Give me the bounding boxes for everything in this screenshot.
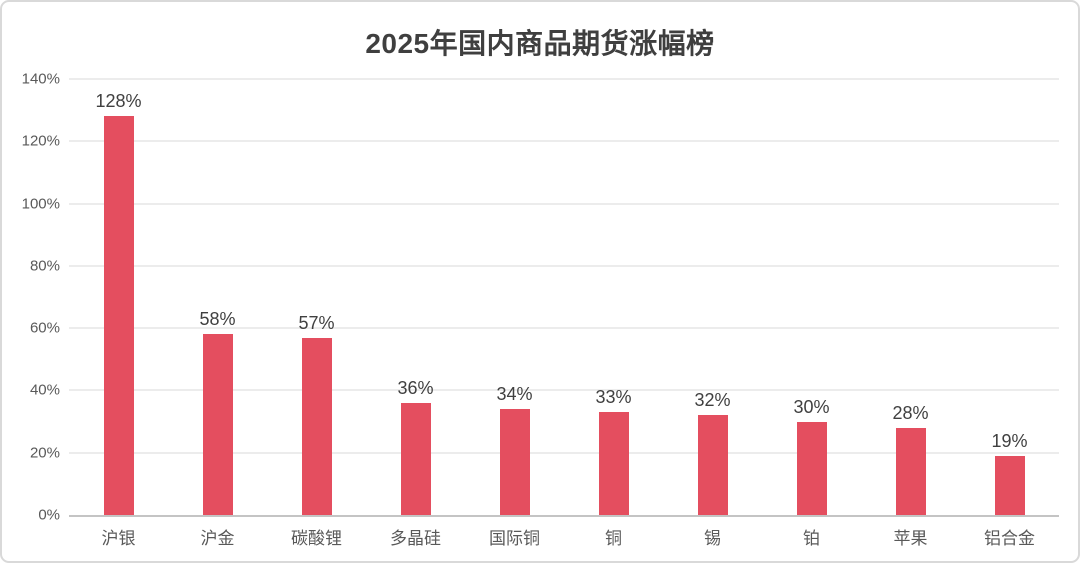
bar-value-label: 28% xyxy=(892,402,929,423)
bar xyxy=(103,116,134,515)
bar-column: 36% xyxy=(366,79,465,515)
y-axis-tick-label: 100% xyxy=(21,195,60,213)
bar-column: 128% xyxy=(69,79,168,515)
bar-value-label: 19% xyxy=(991,430,1028,451)
gridline xyxy=(69,202,1059,205)
x-axis-category-label: 锡 xyxy=(704,529,721,548)
x-axis-category-label: 多晶硅 xyxy=(390,529,441,548)
x-axis-category-label: 铝合金 xyxy=(984,529,1035,548)
x-axis-category-label: 沪金 xyxy=(200,529,235,548)
bar-column: 32% xyxy=(663,79,762,515)
gridline xyxy=(69,327,1059,330)
x-axis-category-label: 碳酸锂 xyxy=(291,529,342,548)
gridline xyxy=(69,140,1059,143)
bar xyxy=(697,415,728,515)
x-axis-category-label: 苹果 xyxy=(893,529,928,548)
bar-series: 128% 58% 57% 36% 34% 33% 32% 30% 28% 19% xyxy=(69,79,1059,515)
y-axis-tick-label: 140% xyxy=(21,70,60,88)
bar xyxy=(499,409,530,515)
x-axis: 沪银 沪金 碳酸锂 多晶硅 国际铜 铜 锡 铂 苹果 铝合金 xyxy=(69,524,1059,549)
x-axis-category-label: 铜 xyxy=(605,529,622,548)
plot-area: 128% 58% 57% 36% 34% 33% 32% 30% 28% 19% xyxy=(69,78,1059,517)
bar xyxy=(301,337,332,515)
bar-column: 30% xyxy=(762,79,861,515)
bar-column: 34% xyxy=(465,79,564,515)
y-axis-tick-label: 0% xyxy=(38,506,60,524)
bar-value-label: 58% xyxy=(199,309,236,330)
y-axis-tick-label: 60% xyxy=(29,319,60,337)
bar-column: 19% xyxy=(960,79,1059,515)
bar xyxy=(994,455,1025,515)
y-axis-tick-label: 20% xyxy=(29,444,60,462)
bar xyxy=(895,427,926,515)
bar-value-label: 30% xyxy=(793,396,830,417)
bar-column: 28% xyxy=(861,79,960,515)
bar-value-label: 128% xyxy=(95,91,142,112)
bar-column: 33% xyxy=(564,79,663,515)
bar-value-label: 34% xyxy=(496,384,533,405)
gridline xyxy=(69,389,1059,392)
bar xyxy=(598,412,629,515)
y-axis-tick-label: 40% xyxy=(29,381,60,399)
gridline xyxy=(69,264,1059,267)
x-axis-category-label: 铂 xyxy=(803,529,820,548)
bar-value-label: 57% xyxy=(298,312,335,333)
gridline xyxy=(69,451,1059,454)
bar-value-label: 33% xyxy=(595,387,632,408)
y-axis: 0% 20% 40% 60% 80% 100% 120% 140% xyxy=(2,72,60,523)
bar xyxy=(400,402,431,515)
bar-value-label: 32% xyxy=(694,390,731,411)
x-axis-category-label: 沪银 xyxy=(101,529,136,548)
bar xyxy=(202,334,233,515)
chart-title: 2025年国内商品期货涨幅榜 xyxy=(365,28,715,59)
bar-column: 58% xyxy=(168,79,267,515)
x-axis-category-label: 国际铜 xyxy=(489,529,540,548)
y-axis-tick-label: 120% xyxy=(21,132,60,150)
bar xyxy=(796,421,827,515)
bar-value-label: 36% xyxy=(397,377,434,398)
y-axis-tick-label: 80% xyxy=(29,257,60,275)
gridline xyxy=(69,78,1059,80)
bar-column: 57% xyxy=(267,79,366,515)
